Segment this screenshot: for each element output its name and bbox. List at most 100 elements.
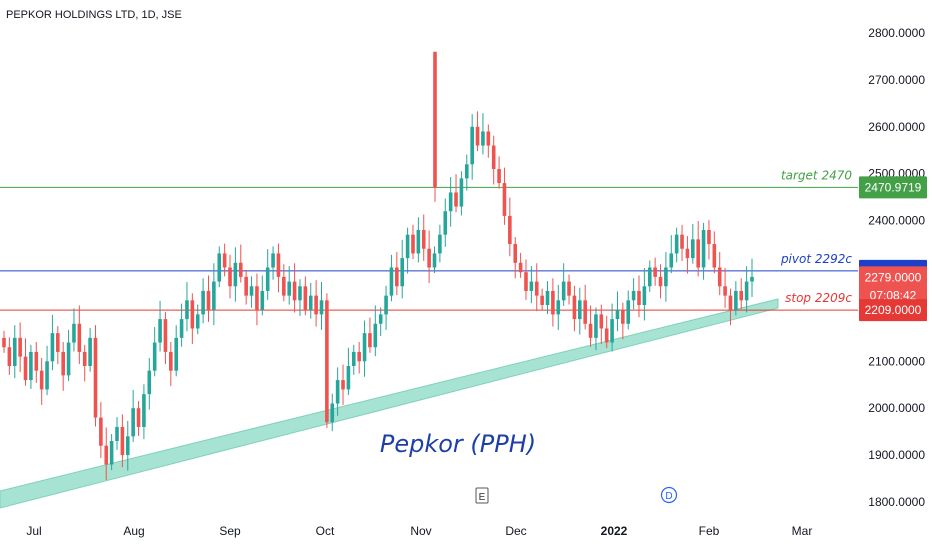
candle (508, 197, 512, 257)
candle (491, 135, 496, 185)
candle (621, 302, 625, 340)
candle (325, 293, 329, 428)
stop-label: stop 2209c (785, 291, 852, 305)
candle (448, 176, 453, 227)
dividend-event-marker[interactable]: D (660, 486, 678, 504)
candle (56, 326, 60, 365)
earnings-event-label: E (479, 492, 486, 503)
candle (190, 293, 195, 344)
pivot-label: pivot 2292c (780, 252, 852, 266)
candle (443, 198, 448, 247)
candle (653, 257, 657, 286)
candle (61, 342, 65, 391)
candle (104, 427, 109, 480)
candle (588, 305, 593, 347)
y-tick-label: 2100.0000 (868, 354, 925, 368)
candle (335, 367, 340, 416)
candle (486, 124, 491, 158)
candle (594, 307, 598, 351)
candle (233, 247, 238, 302)
candle (238, 244, 243, 283)
candle (66, 329, 71, 381)
x-tick-label: Feb (699, 524, 720, 538)
x-tick-label: 2022 (601, 524, 628, 538)
candle (459, 171, 464, 216)
candle (626, 290, 631, 330)
candle (577, 287, 582, 335)
x-tick-label: Nov (410, 524, 431, 538)
candle (389, 254, 394, 302)
candle (583, 284, 587, 330)
candle (260, 275, 265, 316)
candle (454, 174, 458, 213)
candle (680, 224, 684, 261)
candle (351, 344, 356, 375)
candle (529, 266, 534, 304)
y-tick-label: 2400.0000 (868, 214, 925, 228)
x-tick-label: Dec (505, 524, 526, 538)
candle (701, 222, 706, 280)
candle (395, 252, 399, 296)
candle (109, 433, 114, 471)
price-badges: 2470.97192292.87412279.000007:08:422209.… (859, 176, 927, 322)
candle (249, 276, 254, 308)
candle (411, 224, 415, 260)
candle (7, 337, 12, 375)
candle (115, 417, 119, 450)
candle (131, 389, 135, 442)
candle (604, 315, 609, 349)
candle (362, 320, 367, 377)
y-tick-label: 2800.0000 (868, 26, 925, 40)
candle (136, 401, 141, 436)
candle (470, 114, 474, 180)
y-tick-label: 2000.0000 (868, 401, 925, 415)
candle (400, 239, 405, 299)
candle (416, 217, 421, 263)
candle (330, 393, 335, 432)
candle (475, 111, 480, 152)
candle (421, 214, 426, 261)
candle (34, 342, 39, 383)
candle (163, 312, 168, 365)
candle (88, 328, 92, 372)
candle (282, 264, 286, 302)
x-tick-label: Jul (26, 524, 41, 538)
svg-text:2470.9719: 2470.9719 (865, 180, 922, 194)
candle (637, 275, 641, 318)
candle (158, 300, 162, 352)
candle (72, 308, 76, 352)
target-price-badge: 2470.9719 (859, 176, 927, 199)
price-axis[interactable]: 2800.00002700.00002600.00002500.00002400… (868, 26, 925, 509)
candle (744, 266, 749, 313)
candle (669, 235, 674, 274)
candle (432, 246, 437, 274)
x-tick-label: Sep (219, 524, 241, 538)
earnings-event-marker[interactable]: E (475, 487, 489, 504)
candle (728, 288, 733, 326)
candle (120, 414, 125, 468)
level-labels: target 2470 pivot 2292c stop 2209c (780, 168, 852, 305)
candle (502, 167, 507, 225)
candle (378, 307, 383, 336)
candle (77, 305, 82, 365)
candle (319, 282, 324, 330)
candle (647, 260, 652, 292)
chart-annotation: Pepkor (PPH) (380, 430, 536, 458)
svg-text:2209.0000: 2209.0000 (865, 303, 922, 317)
trendline-channel (0, 298, 779, 509)
candle (292, 263, 297, 313)
stop-price-badge: 2209.0000 (859, 299, 927, 322)
countdown-timer: 07:08:42 (870, 288, 917, 302)
time-axis[interactable]: Jul Aug Sep Oct Nov Dec 2022 Feb Mar (26, 524, 812, 538)
candle (271, 246, 275, 280)
candle (12, 325, 17, 379)
candle (29, 344, 33, 389)
y-tick-label: 1900.0000 (868, 448, 925, 462)
candle (712, 231, 717, 274)
candle (206, 275, 211, 322)
candle (125, 420, 130, 471)
candle (540, 288, 544, 311)
candle (734, 281, 738, 316)
candlestick-series (2, 111, 754, 480)
